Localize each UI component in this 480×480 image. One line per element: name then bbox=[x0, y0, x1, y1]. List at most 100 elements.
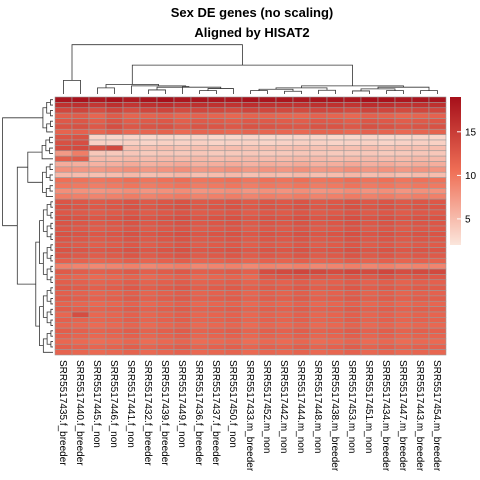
heatmap-cell bbox=[88, 107, 107, 114]
heatmap-cell bbox=[343, 306, 362, 313]
heatmap-cell bbox=[258, 134, 277, 141]
heatmap-cell bbox=[207, 123, 226, 130]
heatmap-cell bbox=[411, 247, 430, 254]
heatmap-cell bbox=[343, 247, 362, 254]
heatmap-cell bbox=[275, 214, 294, 221]
heatmap-cell bbox=[411, 177, 430, 184]
heatmap-cell bbox=[105, 182, 124, 189]
heatmap-cell bbox=[173, 220, 192, 227]
heatmap-cell bbox=[88, 306, 107, 313]
heatmap-cell bbox=[71, 220, 90, 227]
heatmap-cell bbox=[88, 247, 107, 254]
heatmap-cell bbox=[88, 231, 107, 238]
heatmap-cell bbox=[139, 96, 158, 103]
heatmap-cell bbox=[54, 274, 73, 281]
heatmap-cell bbox=[71, 161, 90, 168]
heatmap-cell bbox=[326, 268, 345, 275]
heatmap-cell bbox=[190, 252, 209, 259]
heatmap-cell bbox=[54, 327, 73, 334]
heatmap-cell bbox=[258, 118, 277, 125]
heatmap-cell bbox=[54, 322, 73, 329]
heatmap-cell bbox=[88, 193, 107, 200]
heatmap-cell bbox=[224, 188, 243, 195]
heatmap-cell bbox=[343, 107, 362, 114]
heatmap-cell bbox=[105, 257, 124, 264]
heatmap-cell bbox=[428, 96, 447, 103]
heatmap-cell bbox=[105, 204, 124, 211]
heatmap-cell bbox=[224, 182, 243, 189]
heatmap-cell bbox=[428, 225, 447, 232]
heatmap-cell bbox=[411, 317, 430, 324]
heatmap-cell bbox=[71, 333, 90, 340]
heatmap-cell bbox=[309, 343, 328, 350]
heatmap-cell bbox=[139, 241, 158, 248]
heatmap-cell bbox=[71, 284, 90, 291]
heatmap-cell bbox=[258, 107, 277, 114]
heatmap-cell bbox=[122, 247, 141, 254]
heatmap-cell bbox=[71, 150, 90, 157]
heatmap-cell bbox=[139, 134, 158, 141]
heatmap-cell bbox=[343, 225, 362, 232]
heatmap-cell bbox=[428, 161, 447, 168]
heatmap-cell bbox=[309, 102, 328, 109]
heatmap-cell bbox=[122, 139, 141, 146]
heatmap-cell bbox=[71, 107, 90, 114]
heatmap-cell bbox=[190, 327, 209, 334]
heatmap-cell bbox=[241, 96, 260, 103]
heatmap-cell bbox=[343, 198, 362, 205]
heatmap-cell bbox=[105, 252, 124, 259]
heatmap-cell bbox=[292, 182, 311, 189]
heatmap-cell bbox=[88, 322, 107, 329]
heatmap-cell bbox=[88, 155, 107, 162]
heatmap-cell bbox=[258, 214, 277, 221]
legend-tick-label: 10 bbox=[465, 171, 477, 182]
dendrogram-branch bbox=[39, 220, 44, 265]
heatmap-cell bbox=[292, 236, 311, 243]
heatmap-cell bbox=[411, 171, 430, 178]
heatmap-cell bbox=[105, 295, 124, 302]
heatmap-cell bbox=[258, 112, 277, 119]
heatmap-cell bbox=[54, 107, 73, 114]
heatmap-cell bbox=[190, 349, 209, 356]
heatmap-cell bbox=[190, 290, 209, 297]
heatmap-cell bbox=[241, 327, 260, 334]
heatmap-cell bbox=[224, 134, 243, 141]
heatmap-cell bbox=[326, 338, 345, 345]
heatmap-cell bbox=[326, 107, 345, 114]
dendrogram-branch bbox=[42, 107, 47, 129]
heatmap-cell bbox=[326, 290, 345, 297]
heatmap-cell bbox=[309, 198, 328, 205]
heatmap-cell bbox=[411, 268, 430, 275]
column-label: SRR5517451.m_non bbox=[363, 360, 374, 453]
heatmap-cell bbox=[156, 139, 175, 146]
heatmap-cell bbox=[173, 279, 192, 286]
heatmap-cell bbox=[428, 231, 447, 238]
heatmap-cell bbox=[394, 177, 413, 184]
heatmap-cell bbox=[173, 225, 192, 232]
heatmap-cell bbox=[428, 236, 447, 243]
heatmap-cell bbox=[411, 311, 430, 318]
heatmap-cell bbox=[258, 225, 277, 232]
heatmap-cell bbox=[377, 274, 396, 281]
heatmap-cell bbox=[241, 214, 260, 221]
heatmap-cell bbox=[258, 274, 277, 281]
heatmap-cell bbox=[241, 247, 260, 254]
legend-color-bar bbox=[450, 97, 461, 245]
column-label: SRR5517440.f_breeder bbox=[74, 360, 85, 466]
heatmap-cell bbox=[241, 284, 260, 291]
heatmap-cell bbox=[258, 139, 277, 146]
heatmap-cell bbox=[411, 257, 430, 264]
heatmap-cell bbox=[224, 231, 243, 238]
heatmap-cell bbox=[139, 252, 158, 259]
heatmap-cell bbox=[139, 161, 158, 168]
heatmap-cell bbox=[275, 290, 294, 297]
heatmap-cell bbox=[207, 284, 226, 291]
heatmap-cell bbox=[411, 112, 430, 119]
heatmap-cell bbox=[411, 107, 430, 114]
heatmap-cell bbox=[360, 134, 379, 141]
heatmap-cell bbox=[88, 171, 107, 178]
heatmap-cell bbox=[54, 231, 73, 238]
heatmap-cell bbox=[54, 112, 73, 119]
heatmap-cell bbox=[54, 209, 73, 216]
heatmap-cell bbox=[428, 112, 447, 119]
